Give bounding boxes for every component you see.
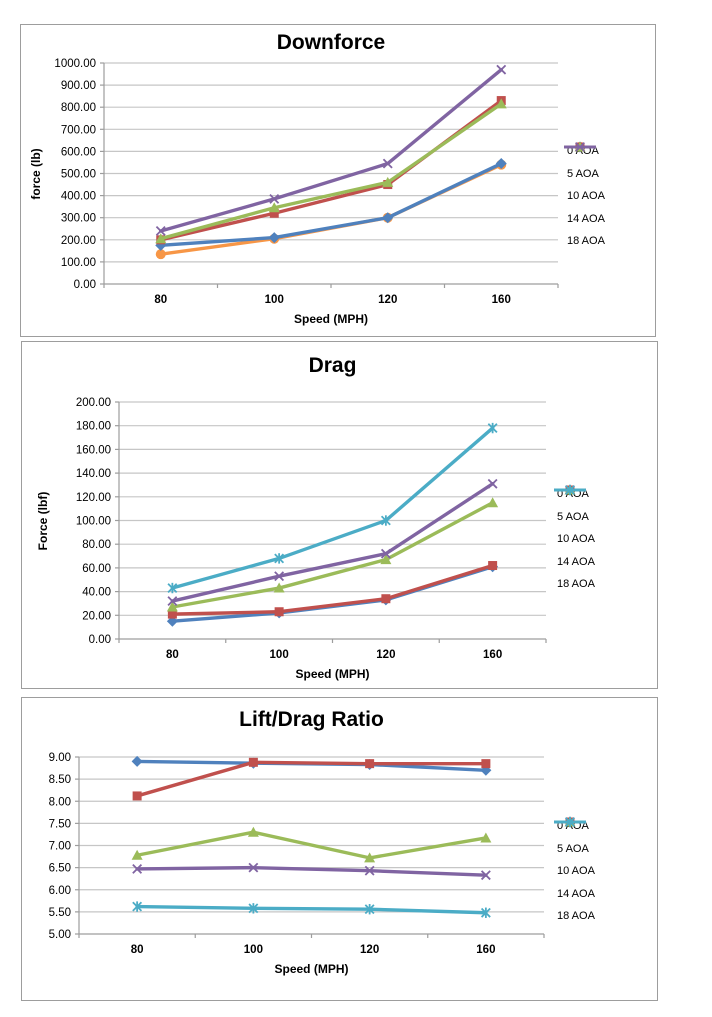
drag-y-axis-title: Force (lbf)	[36, 491, 50, 550]
svg-text:60.00: 60.00	[82, 563, 111, 575]
svg-text:5.00: 5.00	[49, 929, 71, 941]
svg-text:80: 80	[131, 944, 144, 956]
legend-label: 5 AOA	[557, 842, 589, 855]
svg-text:0.00: 0.00	[74, 279, 96, 291]
svg-text:900.00: 900.00	[61, 80, 96, 92]
svg-text:80: 80	[166, 649, 179, 661]
downforce-x-axis-title: Speed (MPH)	[293, 312, 368, 326]
svg-text:200.00: 200.00	[61, 235, 96, 247]
svg-text:8.50: 8.50	[49, 774, 71, 786]
legend-item: 5 AOA	[554, 485, 595, 528]
lift-drag-ratio-chart-title: Lift/Drag Ratio	[239, 708, 384, 731]
svg-text:600.00: 600.00	[61, 146, 96, 158]
drag-chart-panel: 0.00 20.00 40.00 60.00 80.00 100.00 120.00 140.…	[21, 341, 658, 689]
svg-text:160: 160	[492, 294, 511, 306]
legend-item: 10 AOA	[554, 816, 595, 883]
legend-label: 14 AOA	[557, 887, 595, 900]
legend-item: 14 AOA	[554, 816, 595, 905]
svg-text:20.00: 20.00	[82, 610, 111, 622]
x-legend-marker-icon	[564, 141, 596, 152]
svg-text:160: 160	[476, 944, 495, 956]
legend-label: 5 AOA	[557, 510, 589, 523]
svg-text:400.00: 400.00	[61, 191, 96, 203]
legend-item: 5 AOA	[564, 141, 605, 185]
svg-text:120: 120	[360, 944, 379, 956]
svg-text:180.00: 180.00	[76, 421, 111, 433]
svg-text:120.00: 120.00	[76, 492, 111, 504]
lift-drag-ratio-plot-area: 5.00 5.50 6.00 6.50 7.00 7.50 8.00 8.50 9.00 80 10…	[49, 752, 545, 956]
svg-text:200.00: 200.00	[76, 397, 111, 409]
svg-text:120: 120	[378, 294, 397, 306]
drag-plot-area: 0.00 20.00 40.00 60.00 80.00 100.00 120.00 140.…	[76, 397, 547, 661]
svg-text:140.00: 140.00	[76, 468, 111, 480]
drag-legend: 0 AOA 5 AOA 10 AOA 14 AOA 18 AOA	[554, 483, 595, 596]
asterisk-legend-marker-icon	[554, 816, 586, 827]
downforce-y-axis-title: force (lb)	[29, 147, 43, 200]
legend-item: 5 AOA	[554, 817, 595, 860]
svg-text:100.00: 100.00	[61, 257, 96, 269]
svg-text:100: 100	[265, 294, 284, 306]
svg-text:100: 100	[270, 649, 289, 661]
downforce-chart-panel: 0.00 100.00 200.00 300.00 400.00 500.00 600.00…	[20, 24, 656, 337]
legend-label: 10 AOA	[557, 865, 595, 877]
svg-text:700.00: 700.00	[61, 124, 96, 136]
svg-text:1000.00: 1000.00	[54, 58, 96, 70]
svg-text:0.00: 0.00	[89, 634, 111, 646]
asterisk-legend-marker-icon	[554, 484, 586, 495]
svg-text:80.00: 80.00	[82, 539, 111, 551]
legend-item: 18 AOA	[564, 141, 605, 253]
svg-text:120: 120	[376, 649, 395, 661]
lift-drag-ratio-chart-panel: 5.00 5.50 6.00 6.50 7.00 7.50 8.00 8.50 9.00 80 10…	[21, 697, 658, 1001]
svg-text:8.00: 8.00	[49, 796, 71, 808]
svg-text:800.00: 800.00	[61, 102, 96, 114]
svg-text:160.00: 160.00	[76, 444, 111, 456]
legend-label: 18 AOA	[557, 578, 595, 590]
svg-text:40.00: 40.00	[82, 587, 111, 599]
lift-drag-ratio-x-axis-title: Speed (MPH)	[274, 962, 349, 976]
svg-text:100: 100	[244, 944, 263, 956]
legend-item: 18 AOA	[554, 816, 595, 928]
svg-text:7.50: 7.50	[49, 818, 71, 830]
legend-label: 10 AOA	[557, 533, 595, 545]
legend-item: 10 AOA	[554, 484, 595, 551]
legend-item: 14 AOA	[554, 484, 595, 573]
svg-text:6.00: 6.00	[49, 885, 71, 897]
legend-label: 18 AOA	[567, 235, 605, 247]
legend-item: 10 AOA	[564, 142, 605, 208]
svg-text:7.00: 7.00	[49, 841, 71, 853]
svg-text:9.00: 9.00	[49, 752, 71, 764]
svg-text:160: 160	[483, 649, 502, 661]
legend-label: 14 AOA	[557, 555, 595, 568]
downforce-plot-area: 0.00 100.00 200.00 300.00 400.00 500.00 600.00…	[54, 58, 559, 306]
legend-label: 14 AOA	[567, 212, 605, 225]
drag-chart-title: Drag	[308, 354, 357, 377]
legend-label: 18 AOA	[557, 910, 595, 922]
downforce-legend: 0 AOA 5 AOA 10 AOA 14 AOA 18 AOA	[564, 140, 605, 253]
svg-text:6.50: 6.50	[49, 863, 71, 875]
legend-label: 10 AOA	[567, 190, 605, 202]
legend-item: 18 AOA	[554, 484, 595, 596]
svg-text:300.00: 300.00	[61, 213, 96, 225]
legend-item: 14 AOA	[564, 141, 605, 230]
svg-text:500.00: 500.00	[61, 169, 96, 181]
svg-text:5.50: 5.50	[49, 907, 71, 919]
drag-x-axis-title: Speed (MPH)	[295, 667, 370, 681]
downforce-chart-title: Downforce	[276, 31, 386, 54]
svg-text:80: 80	[154, 294, 167, 306]
lift-drag-ratio-legend: 0 AOA 5 AOA 10 AOA 14 AOA 18 AOA	[554, 815, 595, 928]
legend-label: 5 AOA	[567, 167, 599, 180]
svg-text:100.00: 100.00	[76, 516, 111, 528]
